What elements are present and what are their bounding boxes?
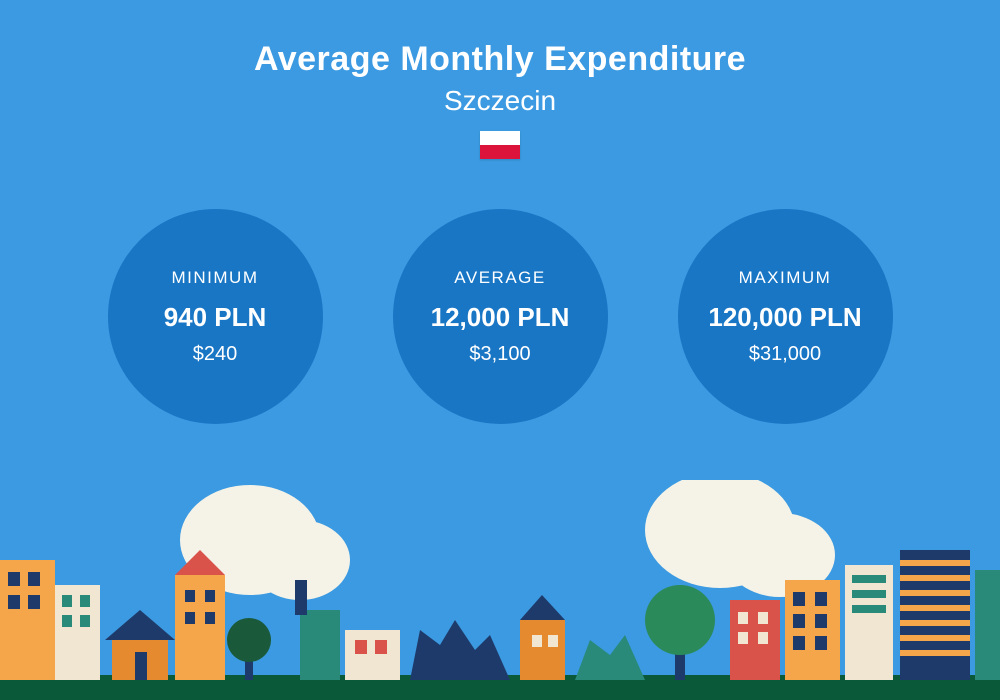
header: Average Monthly Expenditure Szczecin [0,0,1000,159]
stat-circle-average: AVERAGE 12,000 PLN $3,100 [393,209,608,424]
stat-label: MAXIMUM [739,268,832,288]
building-cluster-mid [295,580,645,680]
building-cluster-right [730,550,1000,680]
stat-label: MINIMUM [172,268,259,288]
stat-secondary-value: $240 [193,343,238,366]
building-cluster-left [0,550,225,680]
ground [0,675,1000,700]
flag-top-stripe [480,131,520,145]
stat-primary-value: 120,000 PLN [708,302,861,333]
flag-bottom-stripe [480,145,520,159]
flag-icon [480,131,520,159]
page-subtitle: Szczecin [0,85,1000,117]
stat-secondary-value: $3,100 [469,343,530,366]
tree-icon [645,585,715,680]
page-title: Average Monthly Expenditure [0,40,1000,79]
cityscape-illustration [0,480,1000,700]
stat-secondary-value: $31,000 [749,343,821,366]
stat-primary-value: 12,000 PLN [431,302,570,333]
stat-circles-row: MINIMUM 940 PLN $240 AVERAGE 12,000 PLN … [0,209,1000,424]
cloud-icon [180,485,350,600]
cloud-icon [645,480,835,597]
stat-primary-value: 940 PLN [164,302,267,333]
tree-icon [227,618,271,680]
stat-circle-maximum: MAXIMUM 120,000 PLN $31,000 [678,209,893,424]
infographic-canvas: Average Monthly Expenditure Szczecin MIN… [0,0,1000,700]
stat-label: AVERAGE [454,268,545,288]
stat-circle-minimum: MINIMUM 940 PLN $240 [108,209,323,424]
